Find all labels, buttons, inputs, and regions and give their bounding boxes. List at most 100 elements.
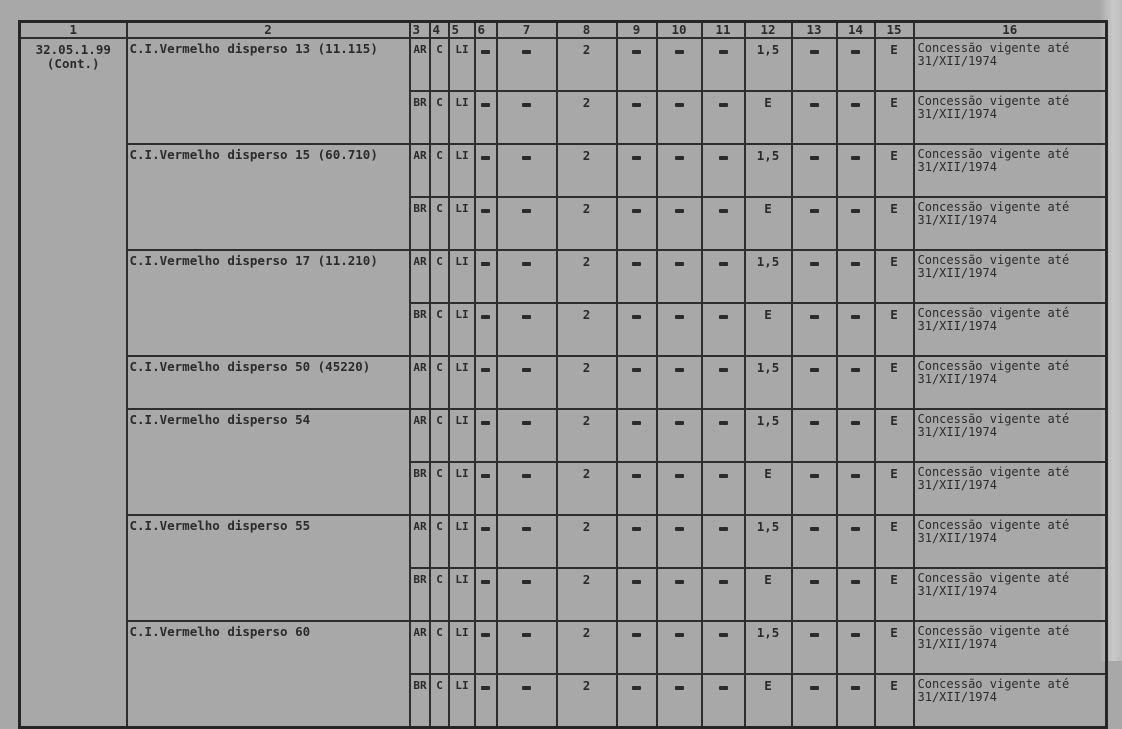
- cell-col-13: [790, 620, 838, 675]
- remark-text: Concessão vigente até: [917, 306, 1070, 320]
- dash-mark: [522, 209, 531, 213]
- remark-date: 31/XII/1974: [917, 531, 997, 545]
- tariff-code-cell: 32.05.1.99 (Cont.): [18, 37, 128, 729]
- cell-col-12: E: [743, 302, 793, 357]
- cell-col-13: [790, 673, 838, 729]
- dash-mark: [522, 50, 531, 54]
- cell-col-10: [655, 461, 703, 516]
- tariff-code-note: (Cont.): [46, 56, 100, 71]
- remark-text: Concessão vigente até: [917, 253, 1070, 267]
- dash-mark: [851, 209, 860, 213]
- dash-mark: [809, 474, 819, 478]
- remark-date: 31/XII/1974: [917, 107, 997, 121]
- dash-mark: [674, 262, 684, 266]
- cell-col-7: [495, 673, 558, 729]
- cell-col-12: 1,5: [743, 408, 793, 463]
- dash-mark: [674, 474, 684, 478]
- cell-col-9: [615, 620, 658, 675]
- cell-col-5: LI: [447, 302, 476, 357]
- dash-mark: [718, 527, 728, 531]
- cell-col-9: [615, 249, 658, 304]
- dash-mark: [674, 50, 684, 54]
- cell-col-7: [495, 514, 558, 569]
- cell-col-9: [615, 567, 658, 622]
- dash-mark: [632, 368, 641, 372]
- cell-col-8: 2: [555, 196, 618, 251]
- cell-col-5: LI: [447, 37, 476, 92]
- dash-mark: [632, 633, 641, 637]
- cell-col-9: [615, 355, 658, 410]
- cell-col-15: E: [873, 143, 915, 198]
- table-row: BR C LI 2 E E Concessão vigente até 31/XII/1974: [20, 567, 1108, 622]
- cell-col-6: [473, 355, 498, 410]
- cell-col-9: [615, 196, 658, 251]
- remarks-cell: Concessão vigente até 31/XII/1974: [912, 37, 1108, 92]
- cell-col-8: 2: [555, 408, 618, 463]
- remark-date: 31/XII/1974: [917, 160, 997, 174]
- remarks-cell: Concessão vigente até 31/XII/1974: [912, 567, 1108, 622]
- table-row: C.I.Vermelho disperso 15 (60.710) AR C LI 2 1…: [20, 143, 1108, 251]
- cell-col-4: C: [428, 567, 450, 622]
- dash-mark: [718, 421, 728, 425]
- cell-col-9: [615, 408, 658, 463]
- remark-date: 31/XII/1974: [917, 584, 997, 598]
- tariff-code: 32.05.1.99: [35, 42, 111, 57]
- remarks-cell: Concessão vigente até 31/XII/1974: [912, 408, 1108, 463]
- dash-mark: [674, 103, 684, 107]
- cell-col-5: LI: [447, 620, 476, 675]
- cell-col-8: 2: [555, 37, 618, 92]
- dash-mark: [522, 527, 531, 531]
- remarks-cell: Concessão vigente até 31/XII/1974: [912, 302, 1108, 357]
- dash-mark: [481, 209, 490, 213]
- dash-mark: [674, 580, 684, 584]
- dash-mark: [674, 686, 684, 690]
- cell-col-13: [790, 196, 838, 251]
- dash-mark: [481, 580, 490, 584]
- cell-col-8: 2: [555, 461, 618, 516]
- remark-text: Concessão vigente até: [917, 624, 1070, 638]
- column-header-3: 3: [408, 20, 431, 39]
- cell-col-12: 1,5: [743, 249, 793, 304]
- cell-col-15: E: [873, 249, 915, 304]
- cell-col-3: AR: [408, 143, 431, 198]
- remark-text: Concessão vigente até: [917, 571, 1070, 585]
- column-header-15: 15: [873, 20, 915, 39]
- cell-col-4: C: [428, 196, 450, 251]
- cell-col-14: [835, 196, 876, 251]
- cell-col-14: [835, 143, 876, 198]
- cell-col-6: [473, 408, 498, 463]
- remarks-cell: Concessão vigente até 31/XII/1974: [912, 90, 1108, 145]
- remark-date: 31/XII/1974: [917, 690, 997, 704]
- dash-mark: [481, 368, 490, 372]
- table-row: C.I.Vermelho disperso 17 (11.210) AR C LI 2 1…: [20, 249, 1108, 357]
- dash-mark: [522, 633, 531, 637]
- dash-mark: [632, 209, 641, 213]
- cell-col-11: [700, 567, 746, 622]
- remarks-cell: Concessão vigente até 31/XII/1974: [912, 249, 1108, 304]
- cell-col-15: E: [873, 408, 915, 463]
- cell-col-11: [700, 37, 746, 92]
- dash-mark: [632, 156, 641, 160]
- dash-mark: [481, 686, 490, 690]
- dash-mark: [522, 474, 531, 478]
- cell-col-3: AR: [408, 249, 431, 304]
- dash-mark: [718, 580, 728, 584]
- cell-col-7: [495, 461, 558, 516]
- table-row: C.I.Vermelho disperso 55 AR C LI 2 1,5 E Conces…: [20, 514, 1108, 622]
- dash-mark: [851, 686, 860, 690]
- dash-mark: [522, 421, 531, 425]
- cell-col-5: LI: [447, 408, 476, 463]
- cell-col-6: [473, 620, 498, 675]
- column-header-4: 4: [428, 20, 450, 39]
- cell-col-11: [700, 620, 746, 675]
- column-header-5: 5: [447, 20, 476, 39]
- cell-col-8: 2: [555, 143, 618, 198]
- remark-date: 31/XII/1974: [917, 213, 997, 227]
- dash-mark: [632, 421, 641, 425]
- header-row: 1 2 3 4 5 6 7 8 9 10 11 12 13 14 15 16: [18, 20, 1108, 39]
- cell-col-7: [495, 196, 558, 251]
- dash-mark: [851, 474, 860, 478]
- cell-col-10: [655, 196, 703, 251]
- cell-col-12: 1,5: [743, 143, 793, 198]
- cell-col-4: C: [428, 143, 450, 198]
